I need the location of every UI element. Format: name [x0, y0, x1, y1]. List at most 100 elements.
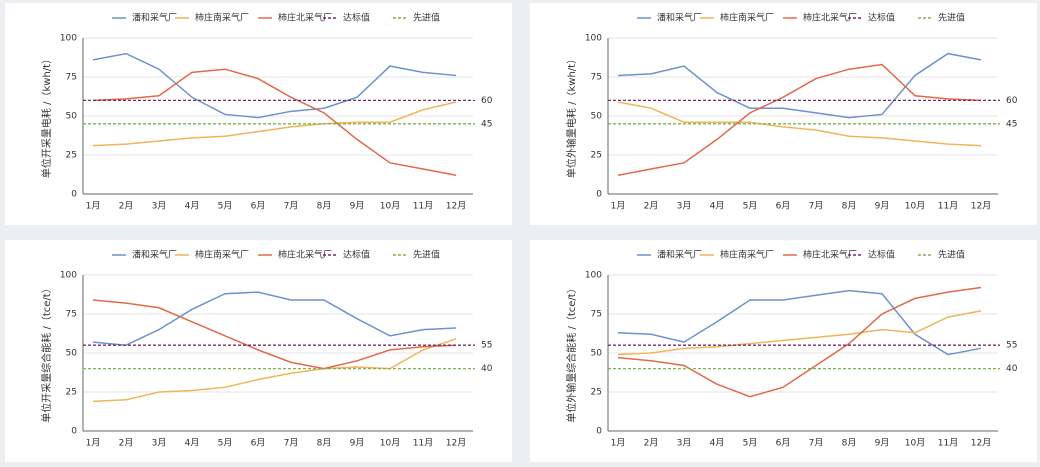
x-tick-label: 7月: [809, 438, 824, 449]
x-tick-label: 9月: [350, 438, 365, 449]
x-tick-label: 12月: [971, 201, 991, 212]
x-tick-label: 7月: [284, 201, 299, 212]
x-tick-label: 6月: [251, 201, 266, 212]
y-tick-label: 0: [71, 190, 77, 200]
x-tick-label: 7月: [809, 201, 824, 212]
reference-label: 55: [481, 341, 492, 351]
legend-label: 先进值: [938, 249, 965, 261]
x-tick-label: 1月: [86, 438, 101, 449]
reference-label: 40: [1006, 364, 1018, 374]
legend-label: 先进值: [413, 12, 440, 24]
legend-label: 柿庄北采气厂: [278, 249, 332, 261]
legend-label: 柿庄北采气厂: [278, 12, 332, 24]
legend-label: 达标值: [868, 249, 895, 261]
y-tick-label: 75: [591, 73, 602, 83]
x-tick-label: 1月: [611, 438, 626, 449]
x-tick-label: 6月: [776, 201, 791, 212]
x-tick-label: 4月: [710, 438, 725, 449]
legend-label: 柿庄南采气厂: [195, 249, 249, 261]
x-tick-label: 8月: [317, 438, 332, 449]
series-line: [92, 68, 457, 177]
reference-label: 45: [481, 119, 492, 129]
x-tick-label: 4月: [185, 201, 200, 212]
y-tick-label: 25: [591, 151, 602, 161]
x-tick-label: 2月: [644, 201, 659, 212]
x-tick-label: 1月: [611, 201, 626, 212]
series-line: [92, 101, 457, 147]
x-tick-label: 8月: [317, 201, 332, 212]
y-tick-label: 75: [66, 310, 77, 320]
y-axis-label: 单位外输量电耗 /（kwh/t）: [565, 54, 578, 178]
x-tick-label: 8月: [842, 201, 857, 212]
x-tick-label: 6月: [251, 438, 266, 449]
x-tick-label: 2月: [119, 438, 134, 449]
y-tick-label: 100: [585, 271, 602, 281]
legend-label: 达标值: [343, 12, 370, 24]
legend-label: 达标值: [868, 12, 895, 24]
legend-label: 潘和采气厂: [657, 12, 702, 24]
x-tick-label: 9月: [350, 201, 365, 212]
x-tick-label: 2月: [119, 201, 134, 212]
x-tick-label: 11月: [938, 438, 958, 449]
x-tick-label: 10月: [905, 438, 925, 449]
y-tick-label: 75: [591, 310, 602, 320]
x-tick-label: 11月: [413, 201, 433, 212]
x-tick-label: 7月: [284, 438, 299, 449]
y-tick-label: 50: [591, 349, 603, 359]
x-tick-label: 10月: [905, 201, 925, 212]
y-tick-label: 50: [591, 112, 603, 122]
series-line: [617, 310, 982, 356]
y-tick-label: 100: [60, 34, 77, 44]
series-line: [617, 52, 982, 119]
series-line: [617, 101, 982, 147]
series-line: [617, 286, 982, 398]
x-tick-label: 8月: [842, 438, 857, 449]
reference-label: 40: [481, 364, 493, 374]
legend-label: 柿庄北采气厂: [803, 249, 857, 261]
x-tick-label: 11月: [413, 438, 433, 449]
x-tick-label: 10月: [380, 438, 400, 449]
y-tick-label: 100: [60, 271, 77, 281]
y-tick-label: 0: [596, 427, 602, 437]
legend-label: 先进值: [413, 249, 440, 261]
series-line: [92, 299, 457, 370]
series-line: [617, 289, 982, 356]
y-axis-label: 单位开采量综合能耗 /（tce/t）: [40, 283, 53, 422]
reference-label: 60: [1006, 96, 1018, 106]
legend-label: 达标值: [343, 249, 370, 261]
y-tick-label: 25: [591, 388, 602, 398]
x-tick-label: 4月: [185, 438, 200, 449]
x-tick-label: 9月: [875, 438, 890, 449]
y-tick-label: 100: [585, 34, 602, 44]
x-tick-label: 10月: [380, 201, 400, 212]
legend-label: 先进值: [938, 12, 965, 24]
x-tick-label: 5月: [743, 438, 758, 449]
legend-label: 柿庄北采气厂: [803, 12, 857, 24]
y-tick-label: 75: [66, 73, 77, 83]
y-tick-label: 50: [66, 112, 78, 122]
reference-label: 45: [1006, 119, 1017, 129]
y-tick-label: 25: [66, 151, 77, 161]
y-axis-label: 单位开采量电耗 /（kwh/t）: [40, 54, 53, 178]
x-tick-label: 3月: [677, 438, 692, 449]
x-tick-label: 3月: [677, 201, 692, 212]
x-tick-label: 3月: [152, 201, 167, 212]
reference-label: 55: [1006, 341, 1017, 351]
x-tick-label: 11月: [938, 201, 958, 212]
chart-panel: 0 25 50 75 100 单位开采量电耗 /（kwh/t） 1月 2月 3月 4月 5月 6月 7月…: [5, 3, 512, 225]
y-tick-label: 0: [71, 427, 77, 437]
y-tick-label: 25: [66, 388, 77, 398]
x-tick-label: 5月: [218, 201, 233, 212]
series-line: [92, 291, 457, 346]
legend-label: 潘和采气厂: [132, 12, 177, 24]
legend-label: 柿庄南采气厂: [720, 249, 774, 261]
x-tick-label: 1月: [86, 201, 101, 212]
x-tick-label: 6月: [776, 438, 791, 449]
y-axis-label: 单位外输量综合能耗 /（tce/t）: [565, 283, 578, 422]
x-tick-label: 4月: [710, 201, 725, 212]
x-tick-label: 12月: [446, 438, 466, 449]
x-tick-label: 5月: [743, 201, 758, 212]
legend-label: 潘和采气厂: [657, 249, 702, 261]
x-tick-label: 5月: [218, 438, 233, 449]
y-tick-label: 0: [596, 190, 602, 200]
